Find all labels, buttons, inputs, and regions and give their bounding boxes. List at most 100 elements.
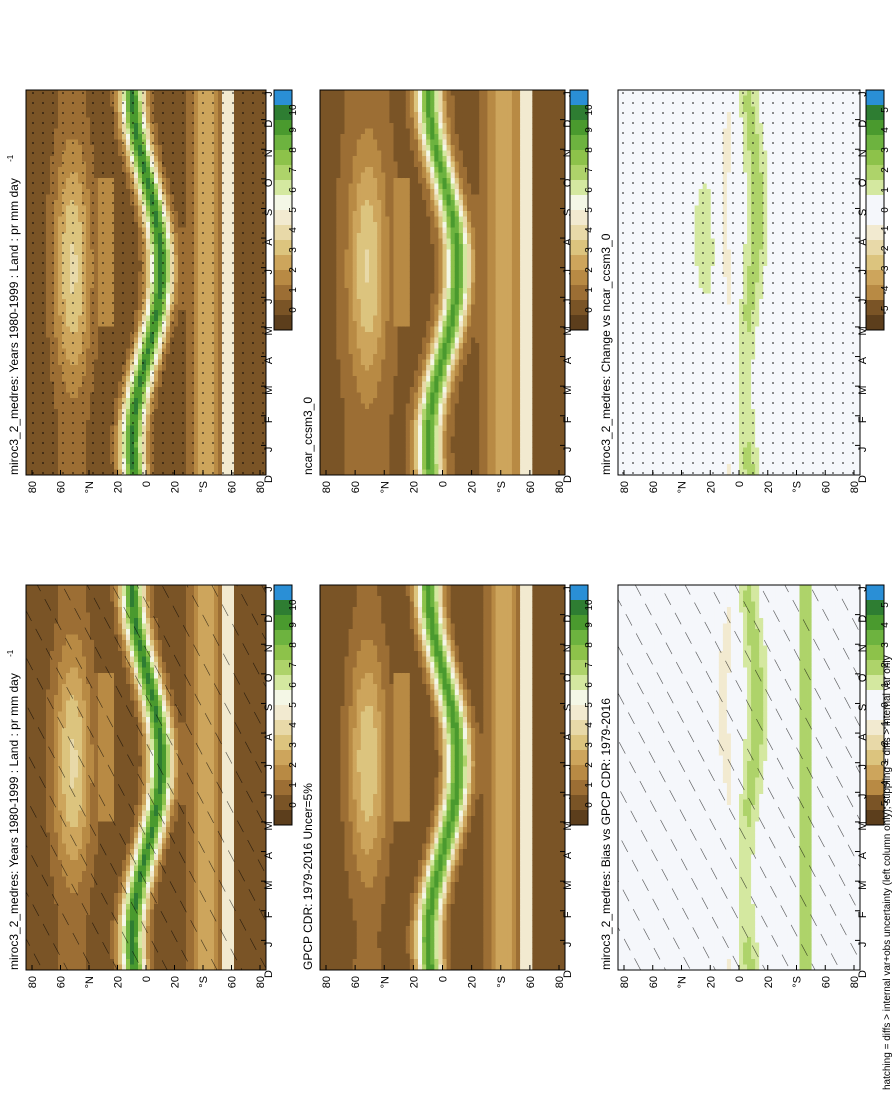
figure-footnote: hatching = diffs > internal var+obs unce… [882,655,893,1090]
lat-tick-label: 0 [141,976,153,982]
colorbar-label: 4 [288,722,299,728]
colorbar-swatch [866,315,884,330]
colorbar-label: 0 [288,307,299,313]
colorbar-label: 3 [584,247,595,253]
lat-tick-label: 60 [227,976,239,988]
month-tick-label: S [263,704,275,711]
panel-title: miroc3_2_medres: Change vs ncar_ccsm3_0 [599,233,613,475]
panel-title-exponent: -1 [6,154,15,162]
colorbar-label: 2 [584,267,595,273]
lat-tick-label: 60 [820,481,832,493]
colorbar-label: 8 [288,147,299,153]
lat-tick-label: 80 [619,481,631,493]
lat-tick-label: 20 [763,481,775,493]
colorbar-label: 8 [584,147,595,153]
colorbar-label: 6 [584,682,595,688]
colorbar-swatch [866,585,884,600]
colorbar-label: 2 [584,762,595,768]
month-tick-label: N [263,644,275,652]
lat-tick-label: 80 [321,481,333,493]
lat-tick-label: 60 [525,976,537,988]
lat-tick-label: °S [792,481,804,493]
colorbar-label: 10 [288,599,299,611]
colorbar-label: 5 [584,702,595,708]
month-tick-label: D [263,970,275,978]
colorbar-label: 7 [584,167,595,173]
month-tick-label: D [263,615,275,623]
panel-title: GPCP CDR: 1979-2016 Uncer=5% [301,783,315,970]
lat-tick-label: 20 [408,481,420,493]
month-tick-label: A [263,733,275,741]
panel-title: miroc3_2_medres: Years 1980-1999 : Land … [7,673,21,970]
heatmap-field [320,90,565,475]
lat-tick-label: °N [677,976,689,988]
month-tick-label: O [263,673,275,682]
colorbar-label: 4 [880,622,891,628]
month-tick-label: F [263,911,275,918]
colorbar-label: 5 [880,107,891,113]
colorbar-label: 9 [584,127,595,133]
stippling-overlay [618,90,860,475]
lat-tick-label: 0 [734,481,746,487]
colorbar-swatch [570,810,588,825]
month-tick-label: D [562,970,574,978]
month-tick-label: A [857,851,869,859]
month-tick-label: F [857,416,869,423]
month-tick-label: J [562,942,574,948]
month-tick-label: J [857,447,869,453]
month-tick-label: M [263,821,275,830]
colorbar-label: 4 [880,127,891,133]
colorbar-label: 0 [288,802,299,808]
lat-tick-label: 80 [321,976,333,988]
colorbar-label: 6 [288,682,299,688]
colorbar-swatch [570,315,588,330]
month-tick-label: D [263,120,275,128]
hatching-overlay [618,585,860,970]
panel-title: miroc3_2_medres: Bias vs GPCP CDR: 1979-… [599,698,613,970]
colorbar-label: 3 [288,247,299,253]
month-tick-label: F [562,911,574,918]
colorbar-label: -4 [880,285,891,294]
colorbar-swatch [570,90,588,105]
colorbar-swatch [570,585,588,600]
colorbar-label: -2 [880,245,891,254]
month-tick-label: A [857,356,869,364]
colorbar-label: 8 [288,642,299,648]
month-tick-label: M [857,386,869,395]
hatching-overlay [26,585,266,970]
panel-title-exponent: -1 [6,649,15,657]
month-tick-label: S [263,209,275,216]
lat-tick-label: 60 [525,481,537,493]
colorbar-label: 2 [288,762,299,768]
month-tick-label: M [263,326,275,335]
lat-tick-label: °S [496,481,508,493]
lat-tick-label: 20 [705,481,717,493]
colorbar-label: -3 [880,265,891,274]
lat-tick-label: 80 [27,976,39,988]
month-tick-label: D [263,475,275,483]
month-tick-label: D [857,970,869,978]
lat-tick-label: °N [379,481,391,493]
month-tick-label: J [263,764,275,770]
lat-tick-label: °N [677,481,689,493]
colorbar-label: 9 [288,127,299,133]
month-tick-label: M [263,881,275,890]
colorbar-swatch [274,315,292,330]
lat-tick-label: 20 [170,481,182,493]
colorbar-label: 3 [584,742,595,748]
month-tick-label: J [263,447,275,453]
month-tick-label: O [263,178,275,187]
month-tick-label: A [263,851,275,859]
lat-tick-label: 20 [408,976,420,988]
lat-tick-label: 0 [141,481,153,487]
month-tick-label: M [263,386,275,395]
colorbar-label: 1 [584,287,595,293]
colorbar-label: 5 [880,602,891,608]
